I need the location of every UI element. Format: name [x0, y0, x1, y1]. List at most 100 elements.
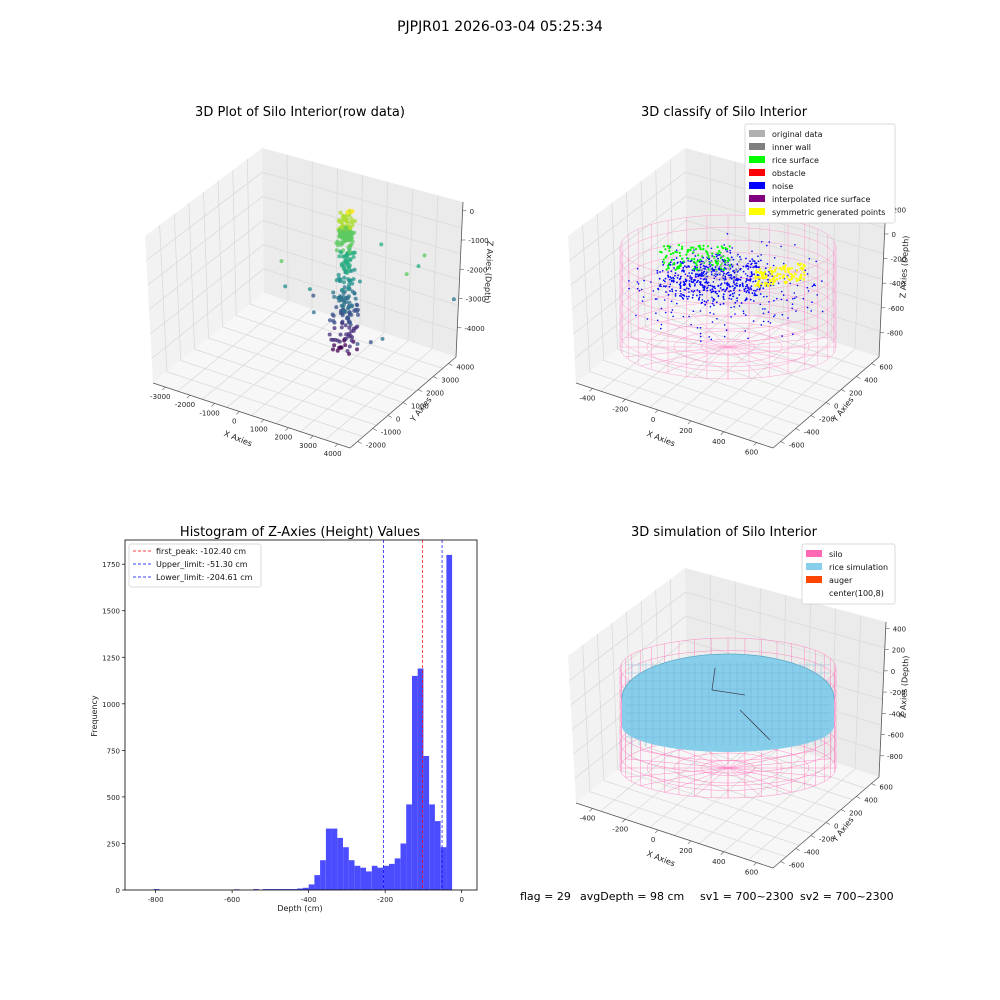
classify3d-noise-point: [731, 266, 734, 268]
raw3d-x-tick-label: 3000: [299, 442, 317, 450]
classify3d-noise-point: [751, 258, 754, 260]
classify3d-noise-point: [734, 283, 736, 286]
raw3d-point: [345, 210, 350, 215]
simulation3d-y-tick: [856, 796, 861, 799]
classify3d-noise-point: [794, 244, 796, 246]
simulation3d-auger-line: [739, 709, 771, 741]
classify3d-noise-point: [760, 259, 762, 262]
classify3d-noise-point: [658, 285, 661, 287]
classify3d-noise-point: [665, 285, 667, 287]
raw3d-grid-line: [262, 220, 460, 280]
raw3d-point: [332, 294, 337, 299]
classify3d-symmetric-point: [775, 278, 779, 281]
classify3d-y-tick-label: 0: [834, 403, 838, 411]
classify3d-symmetric-point: [754, 275, 757, 278]
raw3d-left-pane: [145, 148, 264, 383]
classify3d-noise-point: [667, 271, 669, 273]
classify3d-noise-point: [752, 266, 755, 269]
classify3d-symmetric-point: [796, 262, 799, 266]
classify3d-noise-point: [757, 255, 759, 257]
classify3d-noise-point: [707, 266, 709, 269]
classify3d-silo-floor-ring: [646, 322, 810, 372]
classify3d-noise-point: [667, 276, 670, 278]
classify3d-symmetric-point: [772, 283, 775, 286]
raw3d-x-tick: [235, 411, 240, 415]
classify3d-symmetric-point: [803, 274, 806, 277]
classify3d-noise-point: [729, 285, 732, 288]
histogram-bar: [285, 889, 292, 890]
classify3d-noise-point: [746, 283, 748, 286]
simulation3d-x-tick-label: -200: [612, 825, 628, 833]
classify3d-noise-point: [709, 289, 712, 292]
raw3d-point: [346, 287, 351, 292]
classify3d-noise-point: [704, 278, 706, 280]
classify3d-noise-point: [726, 282, 729, 284]
classify3d-rice-point: [690, 246, 693, 249]
classify3d-rice-point: [706, 245, 710, 248]
classify3d-rice-point: [660, 251, 663, 254]
raw3d-point: [351, 219, 355, 224]
simulation3d-xlabel: X Axies: [646, 849, 677, 868]
classify3d-original-point: [715, 265, 718, 268]
classify3d-original-point: [699, 268, 702, 271]
histogram-bar: [383, 865, 389, 890]
classify3d-noise-point: [731, 285, 734, 287]
classify3d-noise-point: [710, 291, 713, 294]
classify3d-noise-point: [660, 285, 662, 288]
classify3d-symmetric-point: [762, 271, 766, 275]
raw3d-x-tick: [285, 427, 289, 431]
histogram-bar: [377, 867, 384, 890]
classify3d-noise-point: [812, 284, 815, 287]
classify3d-noise-point: [759, 303, 762, 306]
classify3d-rice-point: [699, 258, 702, 261]
classify3d-rice-point: [686, 249, 690, 252]
classify3d-rice-point: [726, 257, 729, 260]
raw3d-point: [347, 250, 352, 254]
classify3d-rice-point: [693, 260, 696, 263]
histogram-bar: [366, 871, 372, 890]
classify3d-rice-point: [674, 250, 677, 253]
classify3d-noise-point: [661, 269, 664, 272]
classify3d-noise-point: [694, 255, 697, 257]
classify3d-noise-point: [722, 302, 725, 305]
raw3d-z-tick-label: -2000: [467, 266, 487, 274]
classify3d-noise-point: [726, 233, 729, 235]
classify3d-rice-point: [706, 253, 709, 256]
classify3d-noise-point: [806, 286, 809, 289]
classify3d-noise-point: [701, 299, 704, 301]
classify3d-noise-point: [691, 269, 694, 272]
classify3d-grid-line: [674, 324, 784, 416]
classify3d-noise-point: [743, 312, 745, 315]
classify3d-symmetric-point: [764, 281, 767, 285]
classify3d-rice-point: [702, 244, 705, 247]
classify3d-noise-point: [745, 314, 747, 316]
classify3d-z-tick-label: 200: [893, 206, 906, 214]
simulation3d-x-tick: [622, 819, 626, 823]
histogram-bar: [417, 668, 424, 890]
classify3d-noise-point: [759, 293, 762, 295]
classify3d-noise-point: [670, 279, 673, 282]
classify3d-original-point: [706, 255, 709, 258]
histogram-x-tick-label: -400: [301, 896, 317, 904]
histogram-bar: [262, 889, 269, 890]
classify3d-symmetric-point: [759, 277, 762, 280]
classify3d-noise-point: [744, 273, 747, 275]
raw3d-z-tick-label: -4000: [464, 325, 484, 333]
classify3d-rice-point: [714, 259, 717, 262]
classify3d-noise-point: [705, 280, 708, 283]
classify3d-legend-swatch: [749, 195, 765, 202]
classify3d-rice-point: [677, 244, 681, 247]
histogram-xlabel: Depth (cm): [277, 904, 322, 913]
classify3d-rice-point: [664, 248, 667, 251]
classify3d-noise-point: [732, 258, 735, 261]
classify3d-x-tick-label: -200: [612, 405, 628, 413]
histogram-bar: [406, 804, 412, 890]
classify3d-legend-swatch: [749, 156, 765, 163]
raw3d-point: [347, 263, 352, 268]
classify3d-noise-point: [675, 289, 677, 292]
classify3d-noise-point: [699, 283, 702, 286]
classify3d-original-point: [705, 276, 708, 279]
classify3d-noise-point: [740, 302, 743, 304]
raw3d-point: [347, 300, 352, 305]
classify3d-symmetric-point: [781, 265, 785, 268]
